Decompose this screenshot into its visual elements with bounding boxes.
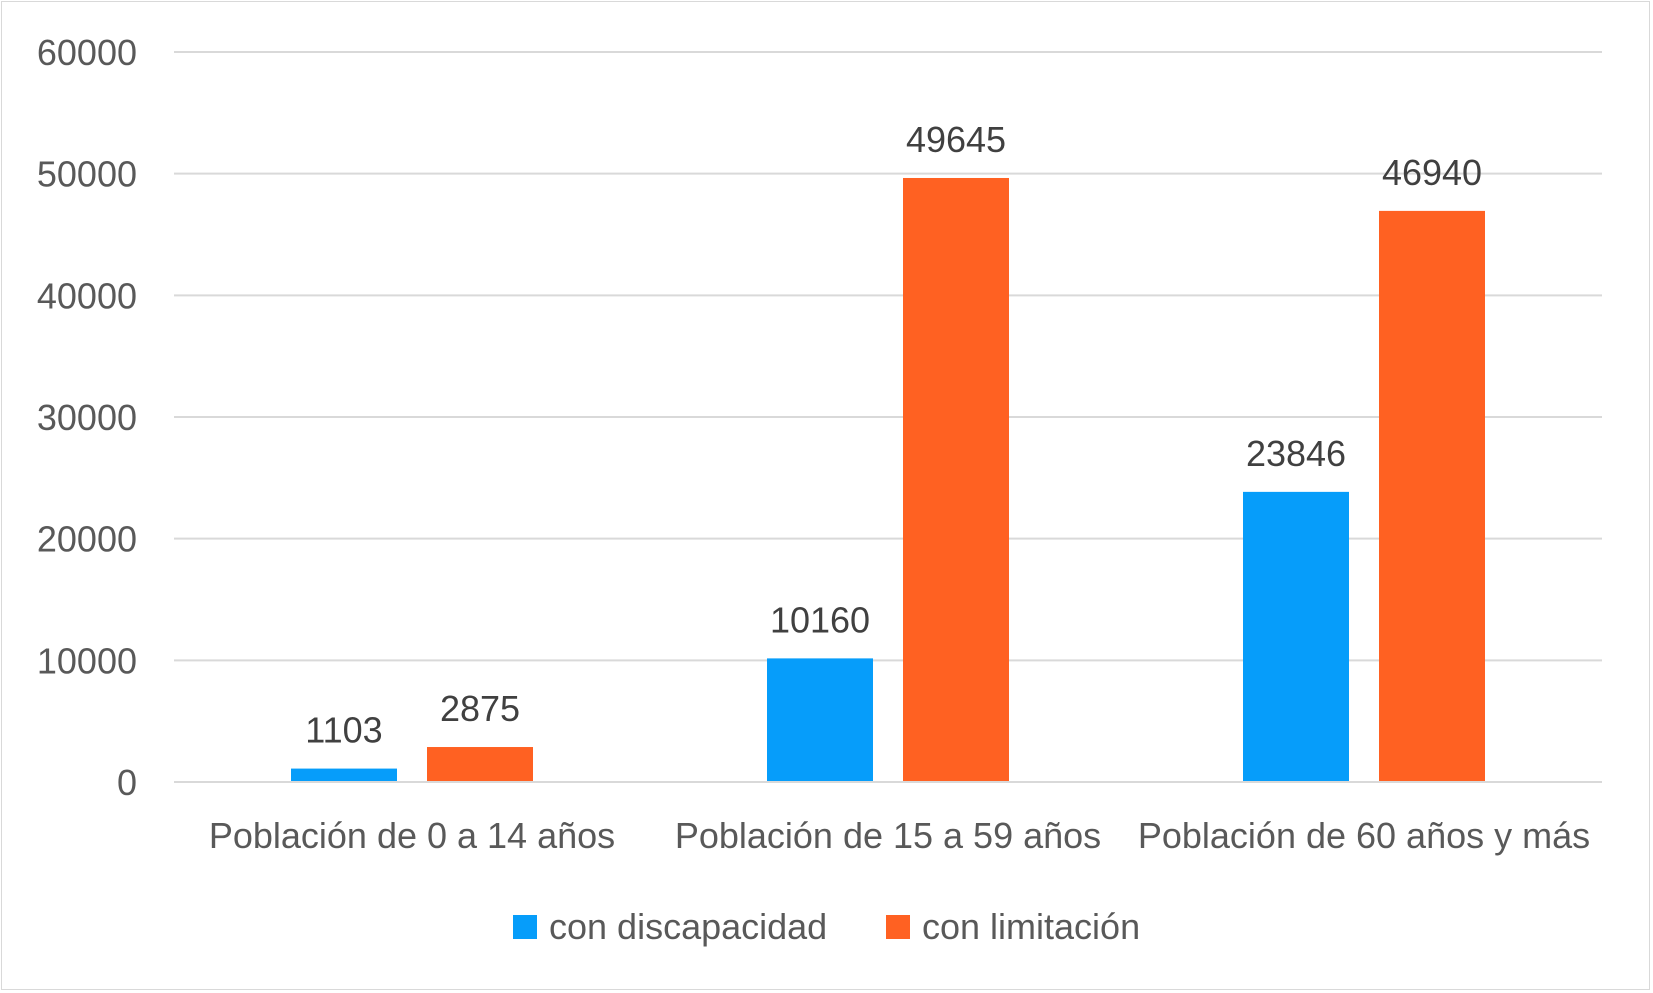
legend: con discapacidad con limitación <box>513 906 1140 947</box>
data-labels: 1103 2875 10160 49645 23846 46940 <box>305 119 1482 751</box>
data-label-con-discapacidad-2: 10160 <box>770 599 870 640</box>
y-tick-label: 20000 <box>37 519 137 560</box>
data-label-con-limitacion-1: 2875 <box>440 688 520 729</box>
bar-con-discapacidad-3 <box>1243 491 1349 782</box>
y-axis-tick-labels: 0 10000 20000 30000 40000 50000 60000 <box>37 32 137 803</box>
y-tick-label: 60000 <box>37 32 137 73</box>
data-label-con-discapacidad-3: 23846 <box>1246 433 1346 474</box>
y-tick-label: 30000 <box>37 397 137 438</box>
legend-label: con discapacidad <box>549 906 827 947</box>
legend-swatch-con-limitacion <box>886 915 910 939</box>
bar-con-limitacion-1 <box>427 747 533 782</box>
bars <box>291 177 1485 782</box>
legend-label: con limitación <box>922 906 1140 947</box>
data-label-con-limitacion-2: 49645 <box>906 119 1006 160</box>
data-label-con-limitacion-3: 46940 <box>1382 152 1482 193</box>
y-tick-label: 50000 <box>37 154 137 195</box>
data-label-con-discapacidad-1: 1103 <box>305 710 382 751</box>
x-category-label: Población de 15 a 59 años <box>675 815 1101 856</box>
bar-con-limitacion-2 <box>903 177 1009 782</box>
bar-con-discapacidad-2 <box>767 658 873 782</box>
y-tick-label: 40000 <box>37 275 137 316</box>
x-category-label: Población de 60 años y más <box>1138 815 1590 856</box>
y-tick-label: 10000 <box>37 640 137 681</box>
x-axis: Población de 0 a 14 años Población de 15 … <box>174 781 1602 856</box>
x-category-label: Población de 0 a 14 años <box>209 815 615 856</box>
legend-item-con-limitacion: con limitación <box>886 906 1140 947</box>
legend-item-con-discapacidad: con discapacidad <box>513 906 827 947</box>
bar-con-discapacidad-1 <box>291 768 397 782</box>
y-tick-label: 0 <box>117 762 137 803</box>
legend-swatch-con-discapacidad <box>513 915 537 939</box>
gridlines <box>174 51 1602 783</box>
bar-con-limitacion-3 <box>1379 210 1485 782</box>
